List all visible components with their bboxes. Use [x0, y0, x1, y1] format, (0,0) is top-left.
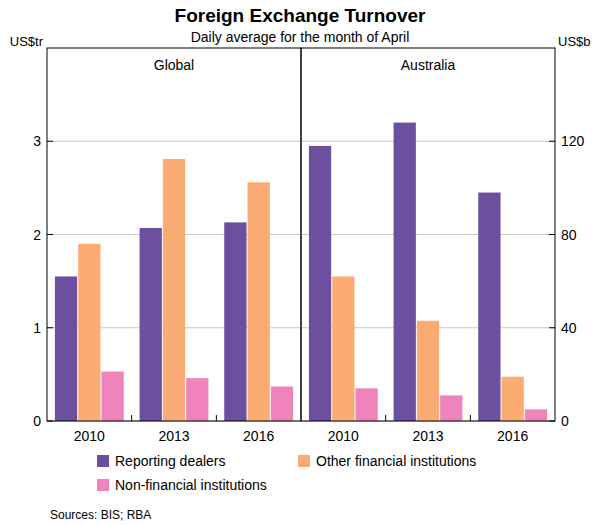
category-tick [216, 415, 217, 421]
category-tick [470, 415, 471, 421]
axis-label: US$tr [10, 34, 44, 49]
frame [47, 48, 301, 421]
category-label: 2016 [243, 428, 274, 444]
bar [78, 244, 100, 421]
grid-line [47, 141, 301, 142]
frame [301, 48, 555, 421]
bar [186, 378, 208, 421]
category-label: 2013 [158, 428, 189, 444]
tick-label: 0 [561, 413, 569, 429]
legend-label: Non-financial institutions [115, 477, 267, 493]
category-label: 2016 [497, 428, 528, 444]
tick-label: 80 [561, 227, 577, 243]
legend-label: Reporting dealers [115, 453, 226, 469]
legend-swatch [97, 455, 109, 467]
bar [417, 321, 439, 421]
tick-label: 1 [33, 320, 41, 336]
tick [549, 327, 555, 328]
bar [309, 146, 331, 421]
legend: Reporting dealers Other financial institu… [97, 453, 476, 493]
bar [478, 193, 500, 421]
bar [271, 386, 293, 421]
panel-title: Global [154, 57, 194, 73]
tick [47, 141, 53, 142]
bar [355, 388, 377, 421]
bar [394, 123, 416, 421]
bar [101, 372, 123, 421]
panel: 0 40 80 120 US$b Australia 2010 2013 2016 [301, 34, 591, 444]
tick-label: 40 [561, 320, 577, 336]
category-tick [385, 415, 386, 421]
bars [309, 123, 547, 421]
bar [332, 276, 354, 421]
bar [55, 276, 77, 421]
tick-label: 0 [33, 413, 41, 429]
axis-label: US$b [558, 34, 591, 49]
title: Foreign Exchange Turnover [175, 5, 427, 26]
category-label: 2010 [328, 428, 359, 444]
category-tick [131, 415, 132, 421]
bars [55, 159, 293, 421]
category-label: 2013 [412, 428, 443, 444]
tick [549, 234, 555, 235]
bar [224, 222, 246, 421]
subtitle: Daily average for the month of April [191, 29, 410, 45]
bar [163, 159, 185, 421]
tick [549, 141, 555, 142]
tick [47, 327, 53, 328]
grid-line [301, 234, 555, 235]
bar [525, 409, 547, 421]
legend-label: Other financial institutions [316, 453, 476, 469]
source: Sources: BIS; RBA [50, 508, 151, 522]
tick-label: 2 [33, 227, 41, 243]
bar [440, 395, 462, 421]
bar [248, 182, 270, 421]
tick-label: 120 [561, 133, 585, 149]
bar [502, 377, 524, 421]
panel: 0 1 2 3 US$tr Global 2010 2013 2016 [10, 34, 301, 444]
bar [140, 228, 162, 421]
tick [47, 234, 53, 235]
panel-title: Australia [401, 57, 456, 73]
legend-swatch [298, 455, 310, 467]
chart: Foreign Exchange Turnover Daily average f… [0, 0, 600, 525]
grid-line [301, 141, 555, 142]
legend-swatch [97, 479, 109, 491]
tick-label: 3 [33, 133, 41, 149]
category-label: 2010 [74, 428, 105, 444]
